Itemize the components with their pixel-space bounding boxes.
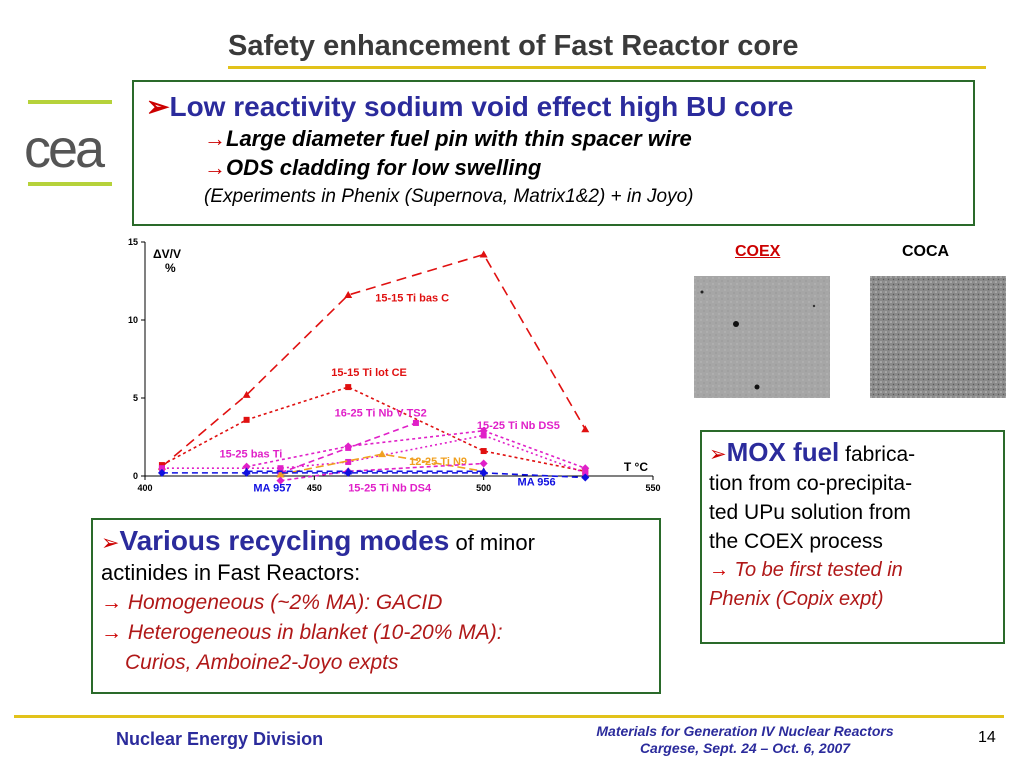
series-label-8: MA 956 — [518, 476, 556, 488]
mox-line-1: ➢MOX fuel fabrica- — [709, 437, 916, 467]
data-point — [479, 426, 488, 435]
core-safety-box: ➢Low reactivity sodium void effect high … — [132, 80, 975, 226]
series-label-4: 15-25 bas Ti — [220, 448, 283, 460]
data-point — [242, 462, 251, 471]
series-line-7 — [161, 472, 586, 479]
footer-rule — [14, 715, 1004, 718]
data-point — [479, 250, 488, 258]
bullet-arrow-icon: ➢ — [101, 530, 120, 555]
data-point — [479, 459, 488, 468]
data-point — [277, 465, 284, 472]
coca-label: COCA — [902, 243, 950, 260]
data-point — [480, 448, 487, 455]
title-rule — [228, 66, 986, 69]
recycling-item-homogeneous: → Homogeneous (~2% MA): GACID — [101, 591, 443, 614]
mox-test-note-cont: Phenix (Copix expt) — [709, 588, 884, 610]
data-point — [242, 467, 251, 475]
x-tick-label: 450 — [307, 483, 322, 493]
y-axis-label: ΔV/V — [153, 247, 181, 261]
cea-logo: cea — [22, 100, 112, 190]
x-tick-label: 400 — [137, 483, 152, 493]
logo-word: cea — [24, 119, 105, 179]
series-label-0: 15-15 Ti bas C — [375, 292, 449, 304]
series-label-6: 15-25 Ti Nb DS4 — [348, 483, 432, 495]
x-axis-label: T °C — [624, 460, 648, 474]
data-point — [158, 465, 165, 472]
data-point — [345, 384, 352, 391]
data-point — [412, 419, 419, 426]
data-point — [344, 442, 353, 451]
y-tick-label: 15 — [128, 237, 138, 247]
data-point — [243, 416, 250, 423]
data-point — [242, 390, 251, 398]
mox-line-4: the COEX process — [709, 530, 883, 553]
data-point — [158, 462, 165, 469]
series-line-0 — [161, 253, 586, 468]
recycling-line-1: ➢Various recycling modes of minor — [101, 525, 535, 556]
swelling-chart-svg: 0 5 10 15 400 450 500 550 ΔV/V% T °C 15-15 Ti bas … — [128, 237, 661, 495]
coex-micrograph — [694, 276, 830, 398]
data-point — [378, 450, 387, 458]
data-point — [581, 473, 590, 482]
recycling-box: ➢Various recycling modes of minor actini… — [91, 518, 661, 694]
data-point — [480, 432, 487, 439]
series-label-1: 15-15 Ti lot CE — [331, 367, 407, 379]
footer-event-line-1: Materials for Generation IV Nuclear Reac… — [596, 723, 894, 739]
logo-bar-bottom — [28, 182, 112, 186]
footer-event: Materials for Generation IV Nuclear Reac… — [500, 723, 990, 757]
data-point — [581, 464, 590, 473]
series-label-7: MA 957 — [253, 483, 291, 495]
data-point — [345, 458, 352, 465]
data-point — [276, 476, 285, 485]
mox-line-2: tion from co-precipita- — [709, 472, 913, 495]
page-number: 14 — [978, 729, 996, 746]
data-point — [479, 467, 488, 475]
right-arrow-icon: → — [101, 621, 122, 644]
x-tick-label: 550 — [645, 483, 660, 493]
data-point — [344, 291, 353, 299]
coex-micrograph-texture — [694, 276, 830, 398]
footer-event-line-2: Cargese, Sept. 24 – Oct. 6, 2007 — [639, 740, 851, 756]
y-axis-unit: % — [165, 261, 176, 275]
core-bullet-1: →Large diameter fuel pin with thin space… — [204, 126, 692, 151]
bullet-arrow-icon: ➢ — [146, 91, 170, 122]
data-point — [581, 425, 590, 433]
y-tick-label: 0 — [133, 471, 138, 481]
y-tick-label: 10 — [128, 315, 138, 325]
coex-label: COEX — [735, 243, 781, 260]
swelling-chart: 0 5 10 15 400 450 500 550 ΔV/V% T °C 15-15 Ti bas … — [118, 232, 678, 502]
data-point — [157, 468, 166, 477]
core-bullet-2: →ODS cladding for low swelling — [204, 155, 542, 180]
slide-title: Safety enhancement of Fast Reactor core — [228, 30, 799, 62]
data-point — [582, 469, 589, 476]
data-point — [344, 467, 353, 475]
series-line-3 — [246, 429, 586, 469]
right-arrow-icon: → — [204, 126, 226, 151]
coca-micrograph-texture — [870, 276, 1006, 398]
mox-test-note: → To be first tested in — [709, 559, 903, 581]
footer-division: Nuclear Energy Division — [116, 729, 324, 749]
mox-fuel-box: ➢MOX fuel fabrica- tion from co-precipit… — [700, 430, 1005, 644]
series-label-3: 15-25 Ti Nb DS5 — [477, 420, 560, 432]
mox-line-3: ted UPu solution from — [709, 501, 911, 524]
right-arrow-icon: → — [204, 155, 226, 180]
data-point — [276, 470, 285, 478]
bullet-arrow-icon: ➢ — [709, 443, 727, 466]
series-label-2: 16-25 Ti Nb V TS2 — [335, 408, 427, 420]
right-arrow-icon: → — [709, 559, 729, 581]
series-line-6 — [280, 462, 484, 482]
right-arrow-icon: → — [101, 591, 122, 614]
recycling-item-heterogeneous-cont: Curios, Amboine2-Joyo expts — [125, 651, 399, 674]
recycling-line-2: actinides in Fast Reactors: — [101, 560, 361, 585]
logo-bar-top — [28, 100, 112, 104]
x-tick-label: 500 — [476, 483, 491, 493]
series-label-5: 12-25 Ti N9 — [409, 456, 467, 468]
experiments-note: (Experiments in Phenix (Supernova, Matri… — [204, 186, 694, 207]
y-tick-label: 5 — [133, 393, 138, 403]
core-safety-headline: ➢Low reactivity sodium void effect high … — [146, 91, 794, 122]
recycling-item-heterogeneous: → Heterogeneous in blanket (10-20% MA): — [101, 621, 503, 644]
coca-micrograph — [870, 276, 1006, 398]
